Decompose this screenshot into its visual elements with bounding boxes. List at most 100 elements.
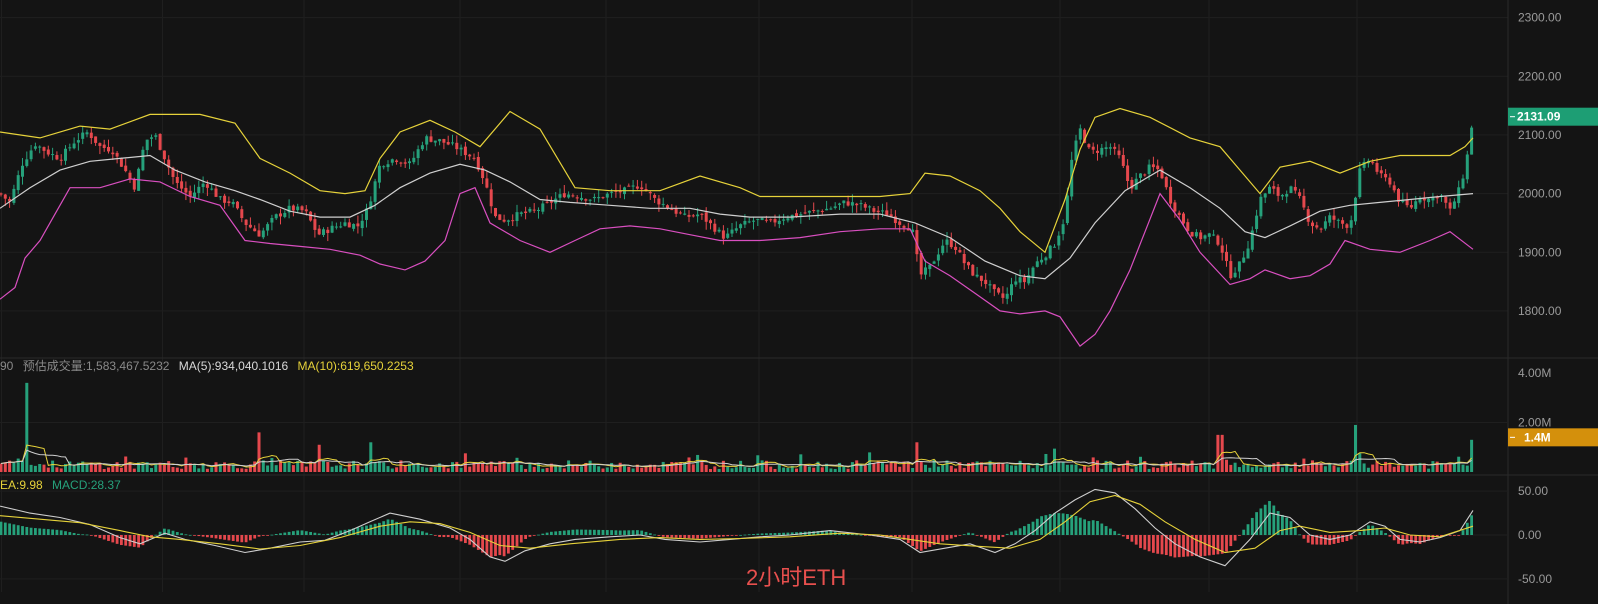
- candle-body: [915, 230, 919, 255]
- candle-body: [1182, 213, 1185, 224]
- macd-bar: [111, 535, 115, 543]
- macd-bar: [210, 535, 214, 538]
- candle-body: [244, 219, 248, 225]
- volume-ma10-line: [0, 449, 1472, 467]
- volume-bar: [571, 464, 575, 472]
- macd-bar: [85, 534, 89, 536]
- candle-body: [683, 213, 687, 215]
- macd-bar: [894, 535, 897, 538]
- volume-bar: [713, 466, 717, 472]
- volume-bar: [648, 464, 652, 472]
- candle-body: [451, 142, 454, 144]
- candle-body: [51, 154, 55, 156]
- candle-body: [326, 229, 330, 234]
- volume-bar: [150, 467, 153, 472]
- macd-bar: [786, 532, 790, 535]
- candle-body: [971, 264, 975, 276]
- volume-bar: [1040, 467, 1044, 472]
- candle-body: [1470, 127, 1474, 155]
- macd-bar: [59, 530, 63, 535]
- volume-bar: [614, 468, 618, 472]
- macd-bar: [16, 525, 20, 535]
- macd-bar: [588, 529, 592, 535]
- macd-bar: [1139, 535, 1142, 549]
- macd-bar: [1427, 535, 1430, 541]
- candle-body: [85, 132, 89, 135]
- candle-body: [25, 159, 29, 166]
- candle-body: [795, 213, 798, 217]
- volume-bar: [1375, 461, 1379, 472]
- macd-bar: [1276, 511, 1280, 535]
- macd-bar: [55, 529, 59, 535]
- macd-bar: [618, 530, 622, 535]
- candle-body: [941, 245, 945, 254]
- volume-bar: [455, 461, 459, 472]
- volume-bar: [919, 461, 923, 472]
- macd-bar: [64, 531, 67, 535]
- candle-body: [876, 210, 880, 213]
- macd-bar: [38, 528, 42, 535]
- macd-bar: [958, 535, 962, 536]
- macd-bar: [739, 534, 742, 536]
- candle-body: [803, 212, 807, 214]
- candle-body: [76, 140, 80, 143]
- candle-body: [1418, 198, 1422, 203]
- macd-bar: [1100, 523, 1104, 535]
- candle-body: [1143, 174, 1147, 176]
- volume-bar: [1010, 465, 1013, 472]
- volume-bar: [188, 463, 192, 472]
- macd-bar: [1199, 535, 1203, 557]
- macd-pane[interactable]: [0, 488, 1474, 567]
- volume-bar: [468, 466, 472, 472]
- candle-body: [369, 201, 373, 210]
- volume-bar: [519, 464, 523, 472]
- candle-body: [124, 165, 128, 172]
- macd-bar: [1397, 535, 1400, 544]
- volume-pane[interactable]: [0, 382, 1474, 472]
- macd-bar: [433, 535, 437, 536]
- macd-bar: [863, 535, 867, 536]
- volume-bar: [734, 467, 738, 472]
- macd-bar: [1057, 513, 1061, 535]
- macd-bar: [34, 528, 37, 535]
- volume-bar: [390, 468, 394, 472]
- candle-body: [614, 190, 618, 192]
- macd-bar: [1212, 535, 1215, 555]
- macd-bar: [554, 531, 558, 535]
- volume-bar: [425, 467, 429, 472]
- candle-body: [412, 157, 416, 163]
- volume-bar: [1255, 465, 1259, 472]
- candle-body: [984, 279, 988, 285]
- candle-body: [1302, 195, 1306, 208]
- macd-bar: [1156, 535, 1160, 554]
- macd-bar: [838, 532, 841, 535]
- macd-bar: [661, 535, 665, 537]
- macd-bar: [274, 533, 278, 535]
- macd-bar: [593, 529, 596, 535]
- candle-body: [1276, 187, 1280, 196]
- volume-bar: [1397, 465, 1400, 472]
- volume-bar: [807, 466, 811, 472]
- volume-bar: [365, 463, 368, 472]
- macd-bar: [137, 535, 140, 548]
- candle-body: [769, 219, 773, 221]
- candle-body: [782, 219, 786, 221]
- volume-bar: [739, 460, 743, 472]
- volume-bar: [210, 467, 214, 472]
- axis-tick-label: 50.00: [1518, 484, 1548, 498]
- candle-body: [816, 210, 820, 212]
- macd-bar: [713, 535, 717, 538]
- volume-bar: [945, 460, 949, 472]
- candle-body: [674, 208, 678, 214]
- volume-bar: [584, 462, 588, 472]
- macd-bar: [1388, 535, 1392, 537]
- candle-body: [317, 228, 321, 235]
- macd-bar: [347, 529, 351, 535]
- price-pane[interactable]: [0, 107, 1474, 347]
- candle-body: [1010, 284, 1013, 296]
- candle-body: [352, 224, 356, 229]
- macd-bar: [193, 535, 196, 536]
- macd-bar: [1225, 535, 1228, 552]
- macd-bar: [765, 533, 768, 535]
